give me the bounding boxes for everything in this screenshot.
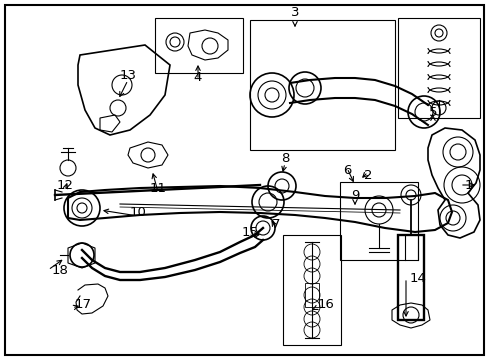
Text: 15: 15 xyxy=(241,225,258,239)
Text: 17: 17 xyxy=(75,298,92,311)
Text: 10: 10 xyxy=(129,206,146,219)
Bar xyxy=(283,235,340,345)
Bar xyxy=(249,20,394,150)
Text: 16: 16 xyxy=(317,298,334,311)
Bar xyxy=(155,18,243,73)
Text: 11: 11 xyxy=(149,181,166,194)
Text: 9: 9 xyxy=(350,189,359,202)
Text: 6: 6 xyxy=(342,163,350,176)
Text: 13: 13 xyxy=(119,68,136,81)
Text: 2: 2 xyxy=(363,168,371,181)
Text: 7: 7 xyxy=(271,217,280,230)
Text: 1: 1 xyxy=(464,179,472,192)
Text: 14: 14 xyxy=(409,271,426,284)
Bar xyxy=(339,182,417,260)
Text: 3: 3 xyxy=(290,5,299,18)
Text: 12: 12 xyxy=(57,179,73,192)
Text: 18: 18 xyxy=(52,264,69,276)
Text: 5: 5 xyxy=(428,105,436,118)
Bar xyxy=(397,18,479,118)
Text: 8: 8 xyxy=(280,152,288,165)
Text: 4: 4 xyxy=(193,71,202,84)
